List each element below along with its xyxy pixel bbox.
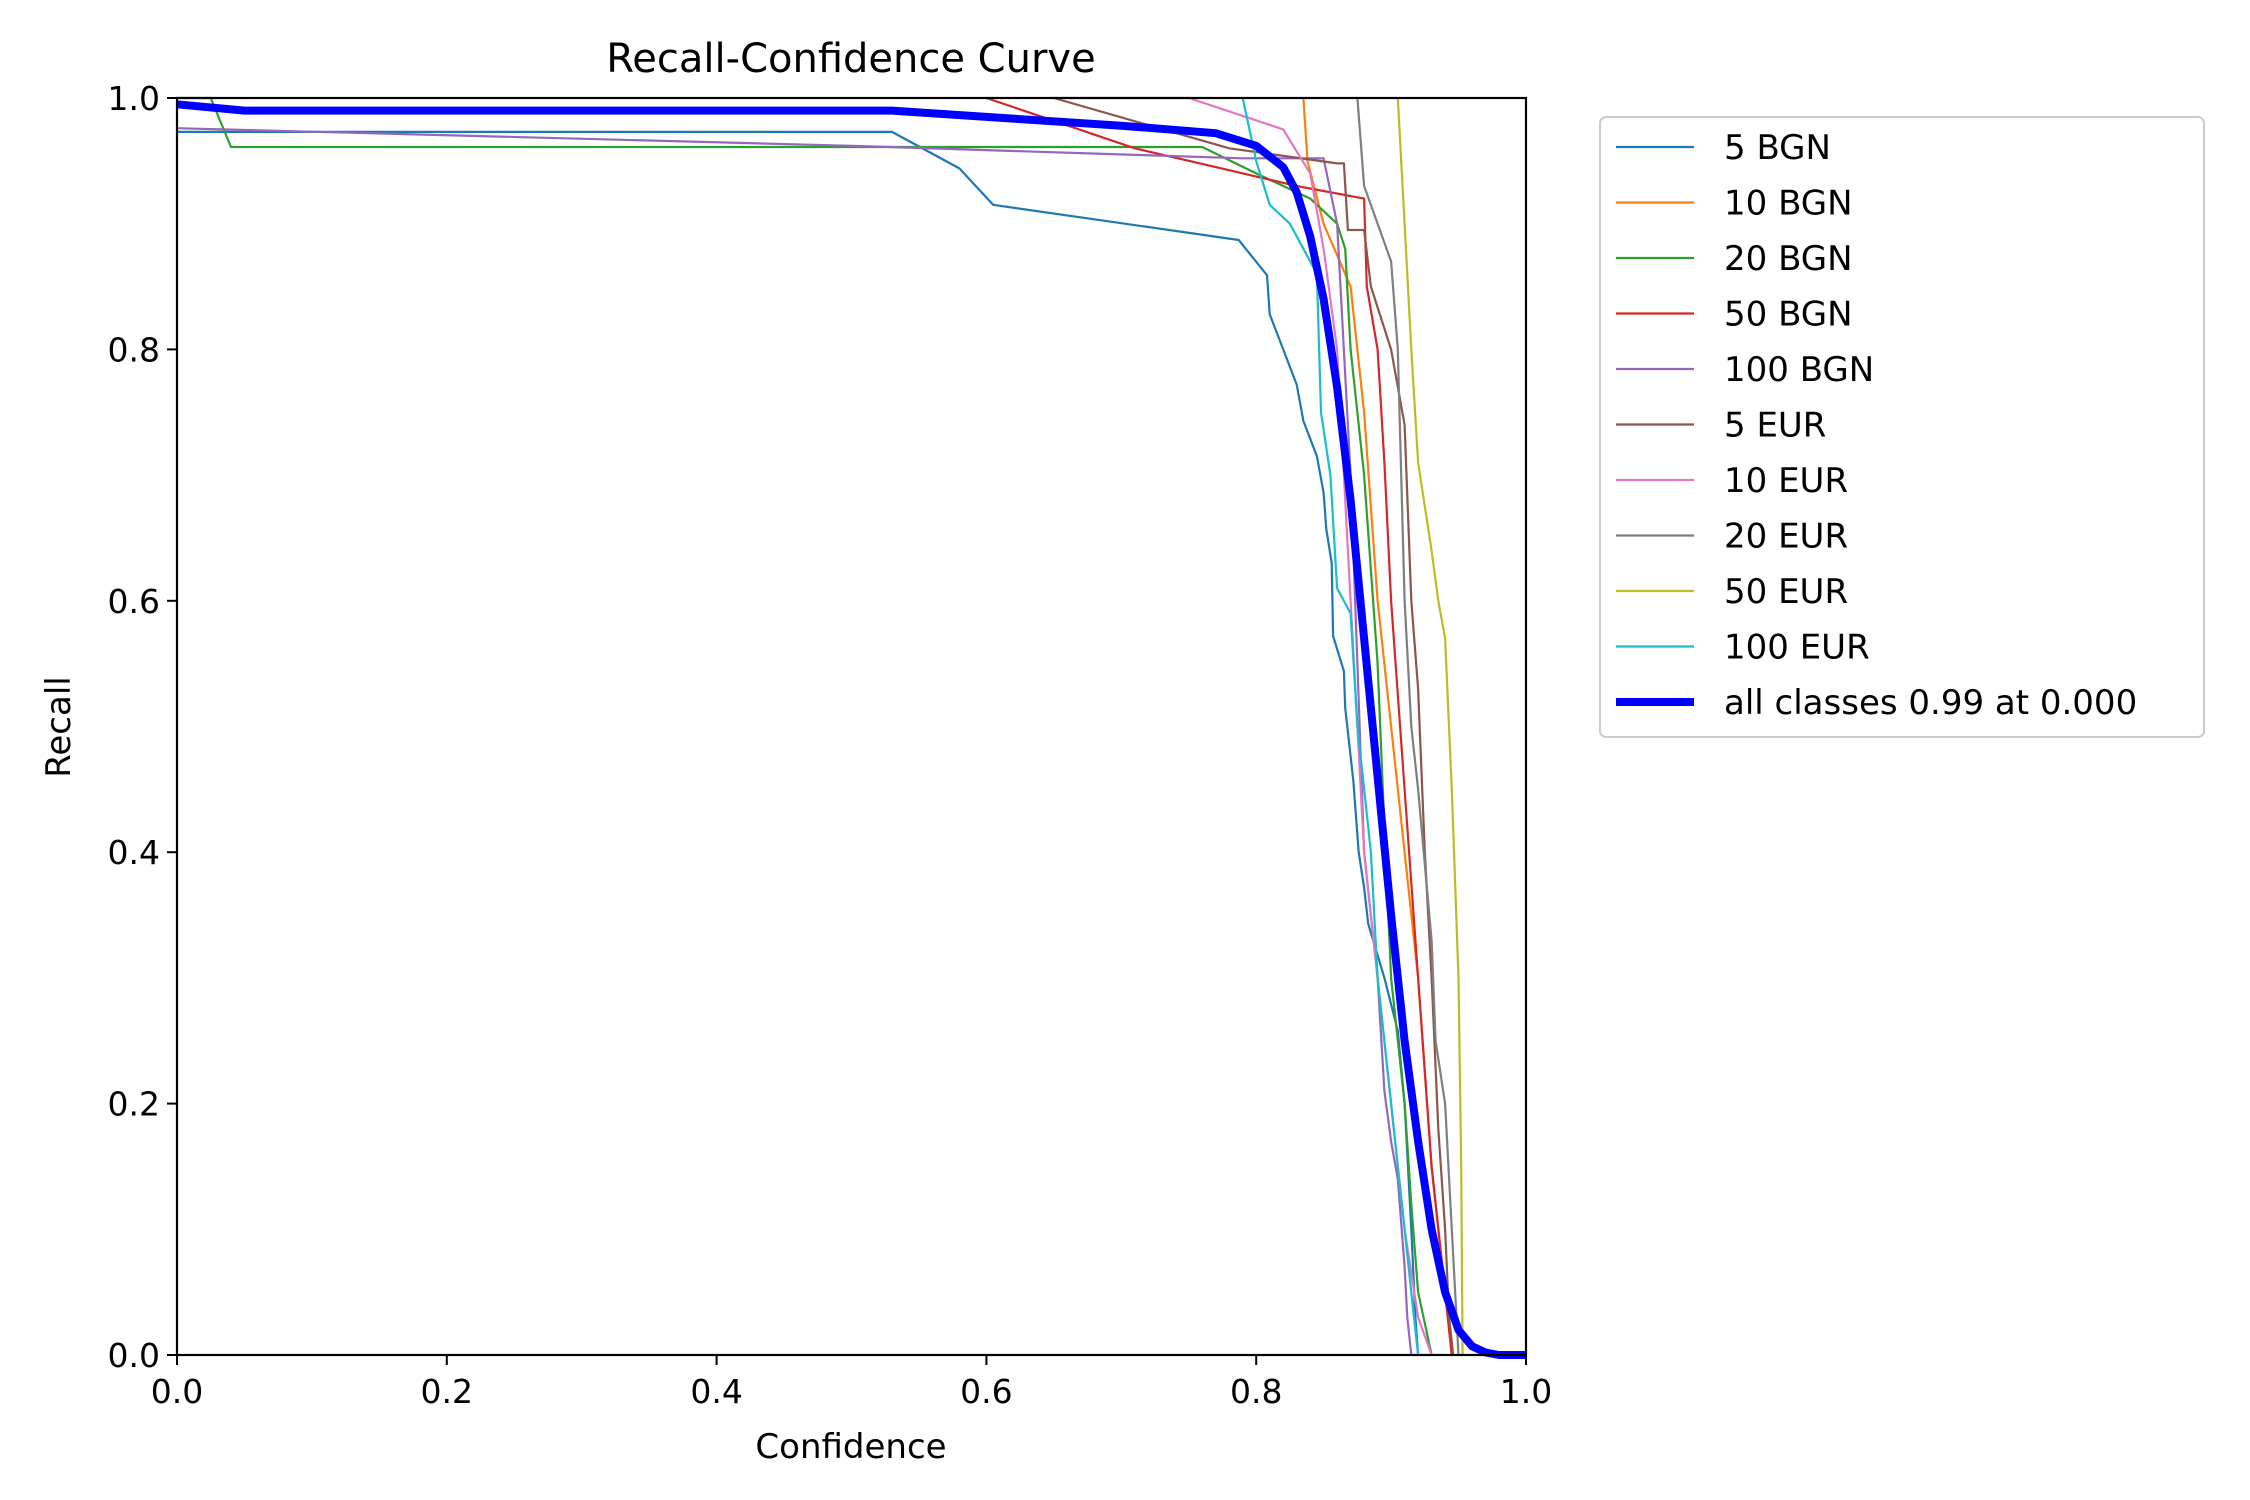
legend-label: 20 BGN	[1724, 239, 1853, 279]
legend-label: 5 EUR	[1724, 406, 1826, 446]
legend-label: 100 EUR	[1724, 628, 1870, 668]
chart-title: Recall-Confidence Curve	[606, 36, 1095, 82]
x-tick-label: 0.4	[690, 1372, 742, 1411]
legend: 5 BGN 10 BGN 20 BGN 50 BGN 100 BGN 5 EUR 10 EU…	[1599, 116, 2205, 738]
y-tick-label: 1.0	[108, 79, 160, 118]
legend-label: 50 EUR	[1724, 572, 1848, 612]
series-line-0	[177, 130, 1420, 1356]
y-tick-label: 0.4	[108, 833, 160, 872]
legend-items: 5 BGN 10 BGN 20 BGN 50 BGN 100 BGN 5 EUR 10 EU…	[1616, 128, 2137, 723]
legend-label: 50 BGN	[1724, 295, 1853, 335]
x-axis-label: Confidence	[755, 1427, 946, 1467]
x-tick-label: 0.6	[960, 1372, 1012, 1411]
x-tick-label: 0.0	[151, 1372, 203, 1411]
series-line-9	[1241, 97, 1420, 1356]
series-line-3	[986, 96, 1453, 1356]
plot-frame	[175, 96, 1528, 1357]
legend-label: 5 BGN	[1724, 128, 1831, 168]
y-tick-label: 0.0	[108, 1336, 160, 1375]
x-tick-label: 1.0	[1500, 1372, 1552, 1411]
series-line-10	[176, 100, 1526, 1359]
x-tick-label: 0.2	[421, 1372, 473, 1411]
legend-label: 10 BGN	[1724, 184, 1853, 224]
y-axis-ticks: 0.0 0.2 0.4 0.6 0.8 1.0	[108, 79, 177, 1375]
series-line-7	[1356, 97, 1460, 1356]
x-tick-label: 0.8	[1230, 1372, 1282, 1411]
series-line-5	[1053, 96, 1455, 1356]
y-tick-label: 0.2	[108, 1085, 160, 1124]
y-axis-label: Recall	[39, 676, 79, 777]
plot-lines	[176, 96, 1526, 1359]
legend-label: 20 EUR	[1724, 517, 1848, 557]
x-axis-ticks: 0.0 0.2 0.4 0.6 0.8 1.0	[151, 1355, 1552, 1411]
legend-label: 100 BGN	[1724, 350, 1874, 390]
legend-frame	[1599, 116, 2205, 738]
legend-label: 10 EUR	[1724, 461, 1848, 501]
y-tick-label: 0.8	[108, 330, 160, 369]
y-tick-label: 0.6	[108, 582, 160, 621]
series-line-8	[1396, 97, 1464, 1356]
legend-label: all classes 0.99 at 0.000	[1724, 683, 2137, 723]
